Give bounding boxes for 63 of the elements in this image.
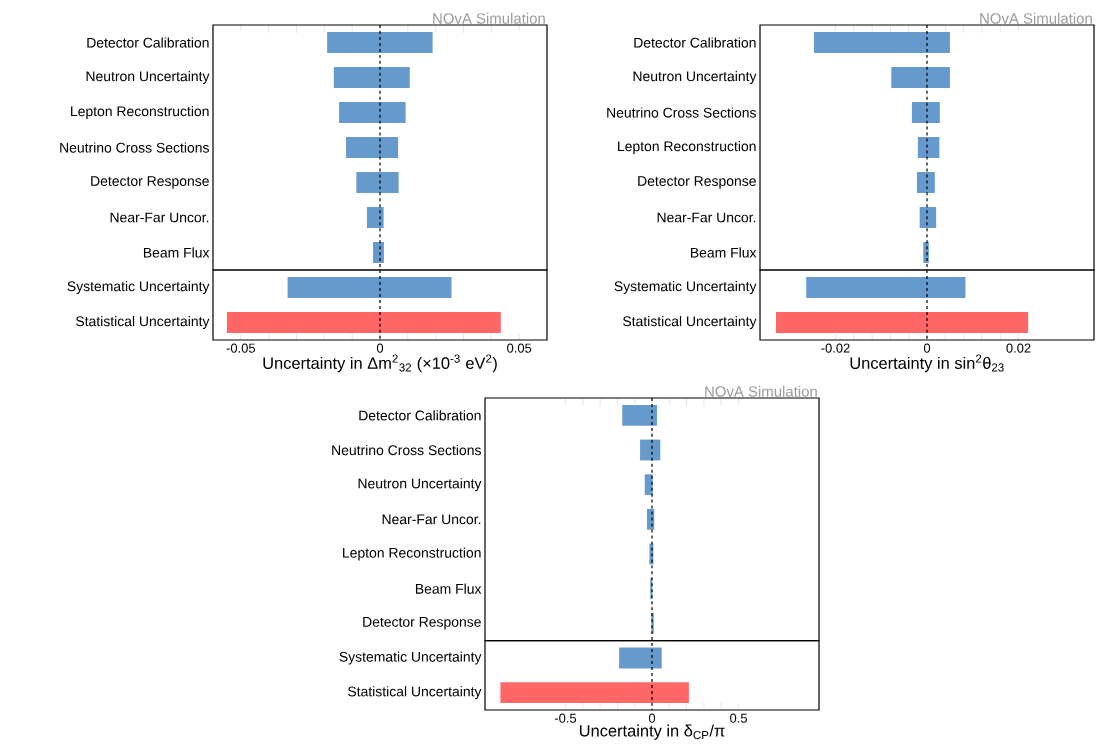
bar xyxy=(226,312,501,333)
y-tick-label: Near-Far Uncor. xyxy=(110,212,209,223)
bar xyxy=(776,312,1029,333)
bar xyxy=(339,102,406,123)
y-tick-label: Detector Calibration xyxy=(634,37,756,48)
bar xyxy=(287,277,452,298)
bar xyxy=(640,439,661,461)
x-axis-title: Uncertainty in Δm$^{2}$$_{32}$ (×10$^{-3}$ eV$^{2}$) xyxy=(263,354,497,373)
y-tick-label: Neutrino Cross Sections xyxy=(332,444,481,456)
y-tick-label: Systematic Uncertainty xyxy=(614,280,757,294)
y-tick-label: Lepton Reconstruction xyxy=(71,106,209,119)
y-tick-label: Beam Flux xyxy=(415,583,482,594)
y-tick-label: Detector Calibration xyxy=(359,410,481,421)
x-tick-label: 0.02 xyxy=(1006,343,1031,353)
bar xyxy=(911,102,940,123)
x-tick-label: 0 xyxy=(923,343,931,353)
bar xyxy=(346,137,399,158)
bar xyxy=(356,172,399,193)
text: NOvA Simulation xyxy=(433,12,545,24)
bar xyxy=(500,682,689,704)
x-tick-label: -0.02 xyxy=(821,343,850,353)
y-tick-label: Systematic Uncertainty xyxy=(339,651,482,665)
bar xyxy=(622,404,658,426)
bar xyxy=(327,32,433,53)
bar xyxy=(373,242,384,263)
y-tick-label: Neutrino Cross Sections xyxy=(60,142,209,153)
x-tick-label: -0.5 xyxy=(554,713,577,723)
text: NOvA Simulation xyxy=(705,385,817,397)
x-tick-label: -0.05 xyxy=(226,343,256,353)
bar xyxy=(366,207,384,228)
y-tick-label: Neutron Uncertainty xyxy=(633,71,757,84)
y-tick-label: Neutrino Cross Sections xyxy=(607,107,756,118)
bar xyxy=(333,67,410,88)
y-tick-label: Detector Response xyxy=(638,176,756,189)
y-tick-label: Statistical Uncertainty xyxy=(76,316,210,329)
y-tick-label: Beam Flux xyxy=(143,247,210,258)
x-tick-label: 0.5 xyxy=(730,713,747,723)
y-tick-label: Detector Response xyxy=(363,617,481,630)
y-tick-label: Neutron Uncertainty xyxy=(358,478,482,492)
bar xyxy=(891,67,950,88)
bar xyxy=(814,32,950,53)
y-tick-label: Beam Flux xyxy=(690,247,757,258)
y-tick-label: Lepton Reconstruction xyxy=(618,141,756,154)
bar xyxy=(916,172,935,193)
y-tick-label: Systematic Uncertainty xyxy=(67,280,210,294)
y-tick-label: Neutron Uncertainty xyxy=(86,71,210,84)
x-tick-label: 0.05 xyxy=(507,343,532,353)
bar xyxy=(806,277,966,298)
y-tick-label: Near-Far Uncor. xyxy=(657,212,756,223)
x-axis-title: Uncertainty in δ$_{CP}$/π xyxy=(579,724,725,740)
y-tick-label: Statistical Uncertainty xyxy=(348,686,482,700)
text: NOvA Simulation xyxy=(980,12,1092,24)
x-tick-label: 0 xyxy=(376,343,384,353)
y-tick-label: Near-Far Uncor. xyxy=(382,514,481,525)
y-tick-label: Statistical Uncertainty xyxy=(623,316,757,329)
x-axis-title: Uncertainty in sin$^{2}$θ$_{23}$ xyxy=(850,354,1004,373)
y-tick-label: Detector Calibration xyxy=(87,37,209,48)
bar xyxy=(619,647,662,669)
y-tick-label: Detector Response xyxy=(91,176,209,189)
bar xyxy=(917,137,940,158)
bar xyxy=(919,207,937,228)
x-tick-label: 0 xyxy=(648,713,656,723)
y-tick-label: Lepton Reconstruction xyxy=(343,547,481,561)
